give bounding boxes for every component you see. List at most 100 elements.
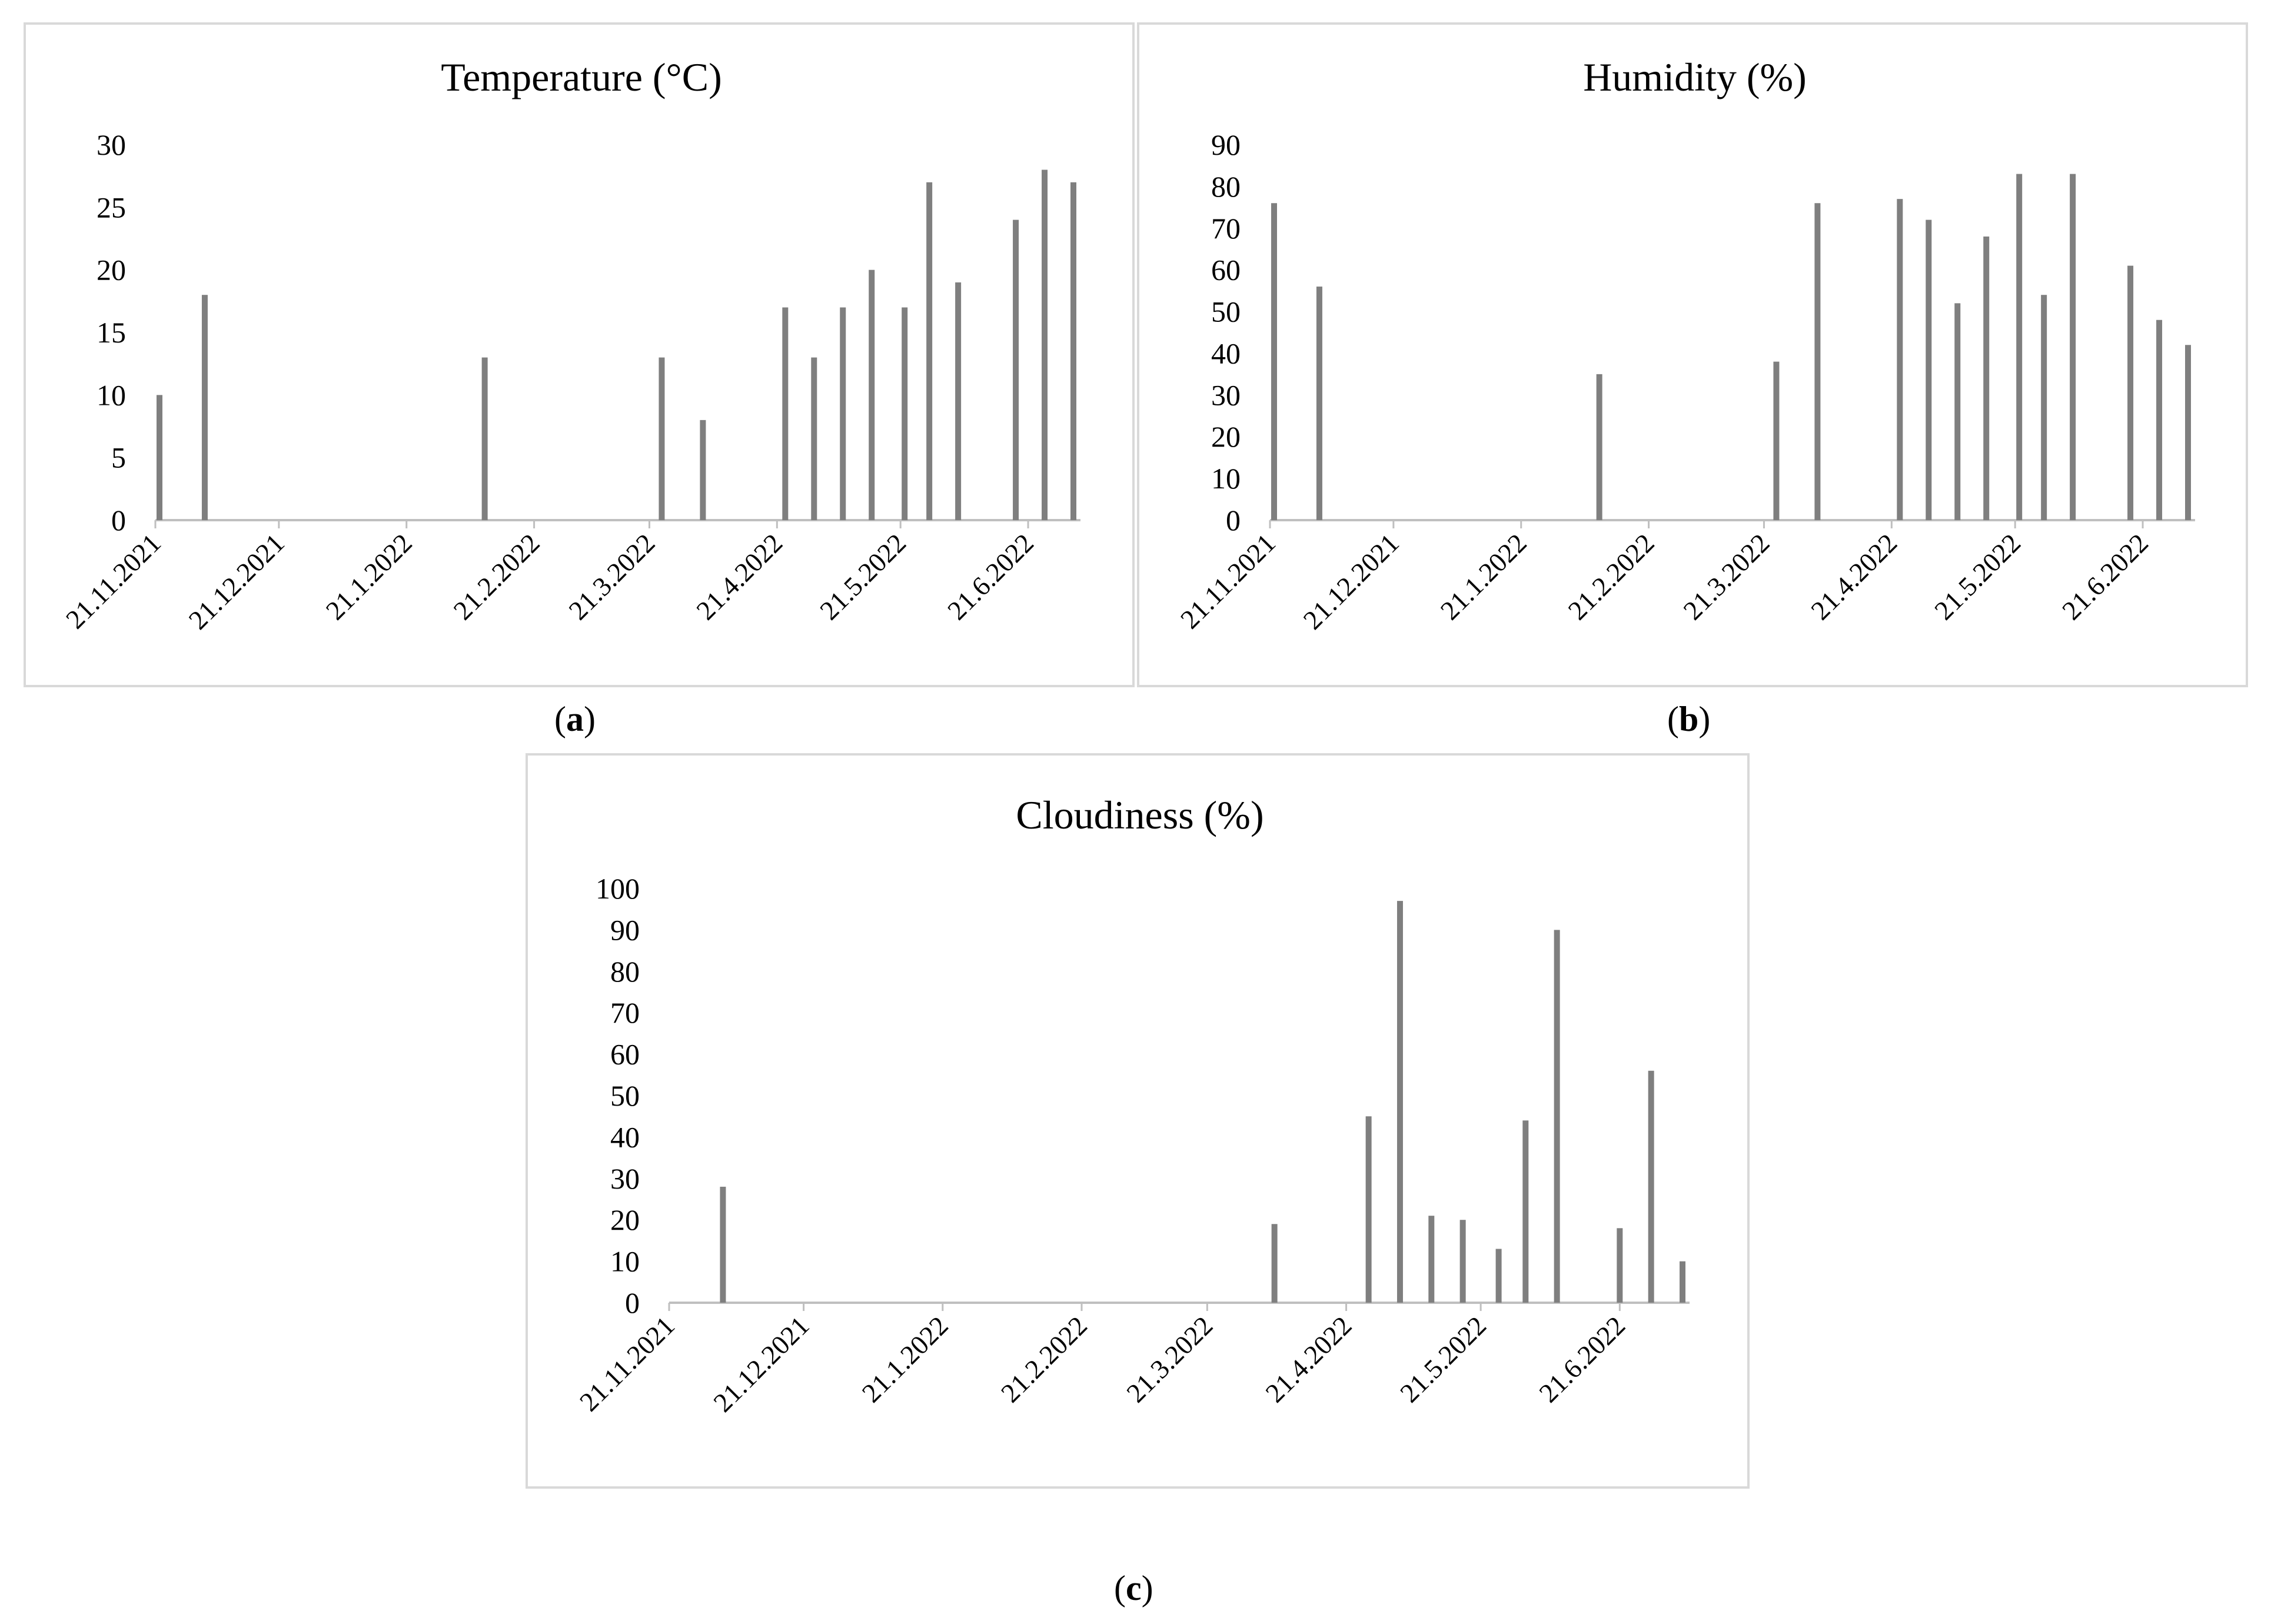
x-tick-label: 21.1.2022 — [856, 1310, 954, 1408]
y-tick-label: 0 — [111, 504, 126, 537]
y-tick-label: 0 — [1226, 504, 1241, 537]
bar — [1428, 1216, 1435, 1303]
bar — [1596, 374, 1602, 520]
temperature-chart-panel: Temperature (°C) 0 5 10 15 20 25 30 21.11.2021 21… — [24, 22, 1135, 687]
y-tick-label: 30 — [1211, 378, 1241, 411]
bar — [156, 395, 162, 520]
bar — [659, 357, 665, 520]
bar — [2185, 345, 2191, 520]
bar — [1396, 901, 1403, 1303]
bar — [2070, 174, 2076, 521]
y-tick-label: 5 — [111, 441, 126, 474]
caption-c: (c) — [1114, 1569, 1153, 1608]
x-tick-label: 21.12.2021 — [1298, 528, 1405, 635]
chart-title: Temperature (°C) — [441, 55, 721, 99]
x-tick-label: 21.12.2021 — [707, 1310, 814, 1417]
y-tick-label: 0 — [625, 1286, 640, 1319]
y-tick-label: 80 — [1211, 170, 1241, 203]
bar — [1495, 1249, 1502, 1303]
x-tick-label: 21.3.2022 — [1677, 528, 1775, 625]
x-tick-label: 21.3.2022 — [563, 528, 660, 625]
y-tick-label: 20 — [97, 254, 126, 287]
bar — [840, 307, 846, 520]
y-tick-label: 90 — [1211, 128, 1241, 161]
bar — [2041, 295, 2047, 520]
bar — [720, 1186, 726, 1303]
cloudiness-chart: Cloudiness (%) 0 10 20 30 40 50 60 70 80 90 100 21.1… — [574, 793, 1690, 1417]
bar — [955, 282, 962, 520]
bar — [1365, 1116, 1372, 1303]
x-tick-label: 21.4.2022 — [690, 528, 788, 625]
y-tick-label: 40 — [610, 1120, 640, 1153]
bar — [811, 357, 817, 520]
humidity-chart: Humidity (%) 0 10 20 30 40 50 60 70 80 90 21.11.202… — [1175, 55, 2195, 635]
bar — [1271, 1224, 1278, 1303]
bar — [1617, 1228, 1623, 1303]
y-tick-label: 10 — [1211, 462, 1241, 495]
caption-a-letter: a — [566, 700, 584, 738]
humidity-chart-panel: Humidity (%) 0 10 20 30 40 50 60 70 80 90 21.11.202… — [1137, 22, 2248, 687]
y-tick-label: 60 — [610, 1038, 640, 1071]
bar — [782, 307, 789, 520]
x-tick-label: 21.4.2022 — [1805, 528, 1903, 625]
bar — [1983, 236, 1990, 520]
x-tick-label: 21.2.2022 — [995, 1310, 1093, 1408]
y-tick-label: 70 — [610, 996, 640, 1029]
x-tick-label: 21.1.2022 — [320, 528, 418, 625]
bar — [926, 182, 933, 520]
bar — [1316, 287, 1322, 520]
bar — [2156, 320, 2163, 520]
bar — [1070, 182, 1076, 520]
x-tick-label: 21.3.2022 — [1120, 1310, 1218, 1408]
y-tick-label: 30 — [610, 1162, 640, 1195]
bar — [1042, 169, 1048, 520]
bar — [1648, 1070, 1654, 1303]
y-tick-label: 20 — [610, 1203, 640, 1236]
bar — [1680, 1261, 1685, 1303]
chart-title: Humidity (%) — [1583, 55, 1807, 99]
caption-a: (a) — [554, 700, 596, 738]
y-tick-label: 30 — [97, 128, 126, 161]
bar — [2127, 265, 2134, 520]
bar — [1926, 219, 1932, 520]
x-tick-label: 21.6.2022 — [1533, 1310, 1631, 1408]
bar — [700, 420, 706, 520]
bar — [1814, 203, 1821, 520]
y-tick-label: 10 — [610, 1245, 640, 1278]
x-tick-label: 21.11.2021 — [1175, 528, 1281, 634]
y-tick-label: 70 — [1211, 212, 1241, 245]
caption-b-letter: b — [1678, 700, 1699, 738]
x-tick-label: 21.11.2021 — [60, 528, 167, 634]
x-tick-label: 21.4.2022 — [1259, 1310, 1357, 1408]
bar — [1522, 1120, 1529, 1303]
cloudiness-chart-panel: Cloudiness (%) 0 10 20 30 40 50 60 70 80 90 100 21.1… — [526, 753, 1750, 1489]
bar — [869, 269, 875, 520]
bar — [902, 307, 908, 520]
bar — [201, 295, 208, 520]
caption-c-letter: c — [1125, 1569, 1142, 1608]
bar — [1554, 930, 1560, 1303]
bar — [1773, 361, 1780, 520]
y-tick-label: 15 — [97, 316, 126, 349]
bar — [2016, 174, 2023, 521]
x-tick-label: 21.11.2021 — [574, 1310, 680, 1417]
x-tick-label: 21.6.2022 — [942, 528, 1039, 625]
y-tick-label: 50 — [610, 1079, 640, 1112]
x-tick-label: 21.6.2022 — [2056, 528, 2154, 625]
bar — [1954, 303, 1961, 520]
bar — [1013, 219, 1019, 520]
chart-title: Cloudiness (%) — [1016, 793, 1263, 837]
caption-b: (b) — [1667, 700, 1711, 738]
bar — [481, 357, 488, 520]
x-tick-label: 21.12.2021 — [183, 528, 290, 635]
y-tick-label: 40 — [1211, 337, 1241, 370]
y-tick-label: 50 — [1211, 295, 1241, 328]
bar — [1271, 203, 1277, 520]
bar — [1897, 199, 1903, 521]
y-tick-label: 100 — [596, 872, 640, 905]
x-tick-label: 21.5.2022 — [1928, 528, 2026, 625]
y-tick-label: 10 — [97, 378, 126, 411]
y-tick-label: 25 — [97, 191, 126, 224]
bar — [1459, 1220, 1466, 1303]
